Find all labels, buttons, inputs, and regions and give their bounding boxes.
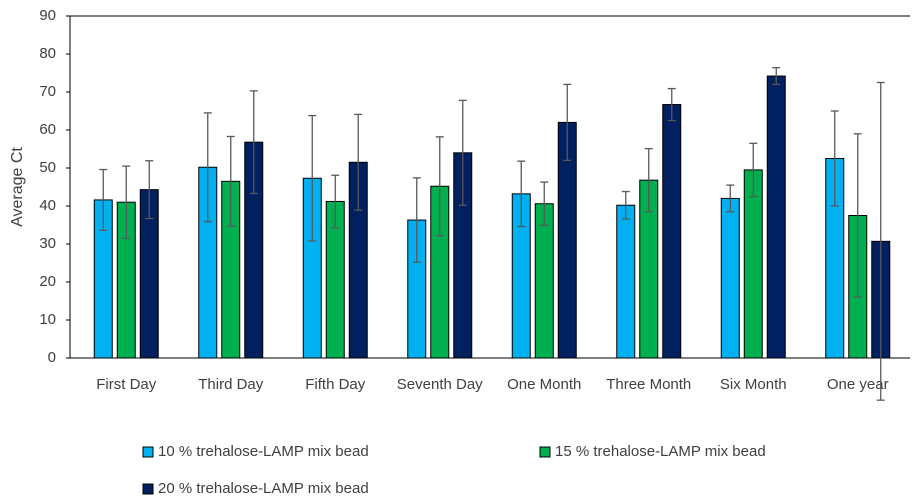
y-tick-label: 60: [39, 121, 56, 138]
error-bar: [331, 174, 340, 229]
legend-label: 20 % trehalose-LAMP mix bead: [158, 480, 369, 496]
y-tick-label: 70: [39, 83, 56, 100]
error-bar: [308, 114, 317, 242]
legend-swatch: [539, 446, 551, 458]
legend-swatch: [142, 446, 154, 458]
error-bar: [644, 147, 653, 213]
x-tick-label: Three Month: [606, 376, 691, 393]
y-tick-label: 40: [39, 197, 56, 214]
error-bar: [563, 83, 572, 162]
y-tick-label: 0: [48, 349, 56, 366]
error-bar: [435, 136, 444, 237]
error-bar: [226, 135, 235, 227]
x-tick-label: First Day: [96, 376, 157, 393]
error-bar: [876, 81, 885, 401]
error-bar: [749, 142, 758, 198]
x-tick-label: Seventh Day: [397, 376, 483, 393]
error-bar: [122, 165, 131, 239]
x-tick-label: Third Day: [198, 376, 264, 393]
error-bar: [830, 110, 839, 207]
legend-label: 10 % trehalose-LAMP mix bead: [158, 443, 369, 460]
error-bar: [621, 190, 630, 220]
error-bar: [354, 113, 363, 211]
legend-label: 15 % trehalose-LAMP mix bead: [555, 443, 766, 460]
x-tick-label: One Month: [507, 376, 581, 393]
error-bar: [540, 181, 549, 227]
bar: [766, 75, 786, 359]
error-bar: [458, 99, 467, 206]
error-bar: [145, 160, 154, 220]
legend-swatch: [142, 483, 154, 495]
error-bar: [203, 112, 212, 223]
error-bar: [249, 90, 258, 195]
bar: [743, 169, 763, 359]
y-tick-label: 10: [39, 311, 56, 328]
bar: [662, 104, 682, 359]
error-bar: [412, 177, 421, 263]
bar: [720, 197, 740, 359]
error-bar: [726, 184, 735, 213]
y-tick-label: 20: [39, 273, 56, 290]
bar: [616, 204, 636, 359]
error-bar: [853, 133, 862, 298]
y-tick-label: 50: [39, 159, 56, 176]
bar: [534, 203, 554, 359]
y-tick-label: 30: [39, 235, 56, 252]
error-bar: [517, 160, 526, 228]
x-tick-label: One year: [827, 376, 889, 393]
error-bar: [99, 168, 108, 231]
y-tick-label: 80: [39, 45, 56, 62]
error-bar: [772, 67, 781, 86]
x-tick-label: Fifth Day: [305, 376, 366, 393]
x-tick-label: Six Month: [720, 376, 787, 393]
error-bar: [667, 87, 676, 122]
y-axis-title: Average Ct: [9, 147, 26, 227]
y-tick-label: 90: [39, 7, 56, 24]
